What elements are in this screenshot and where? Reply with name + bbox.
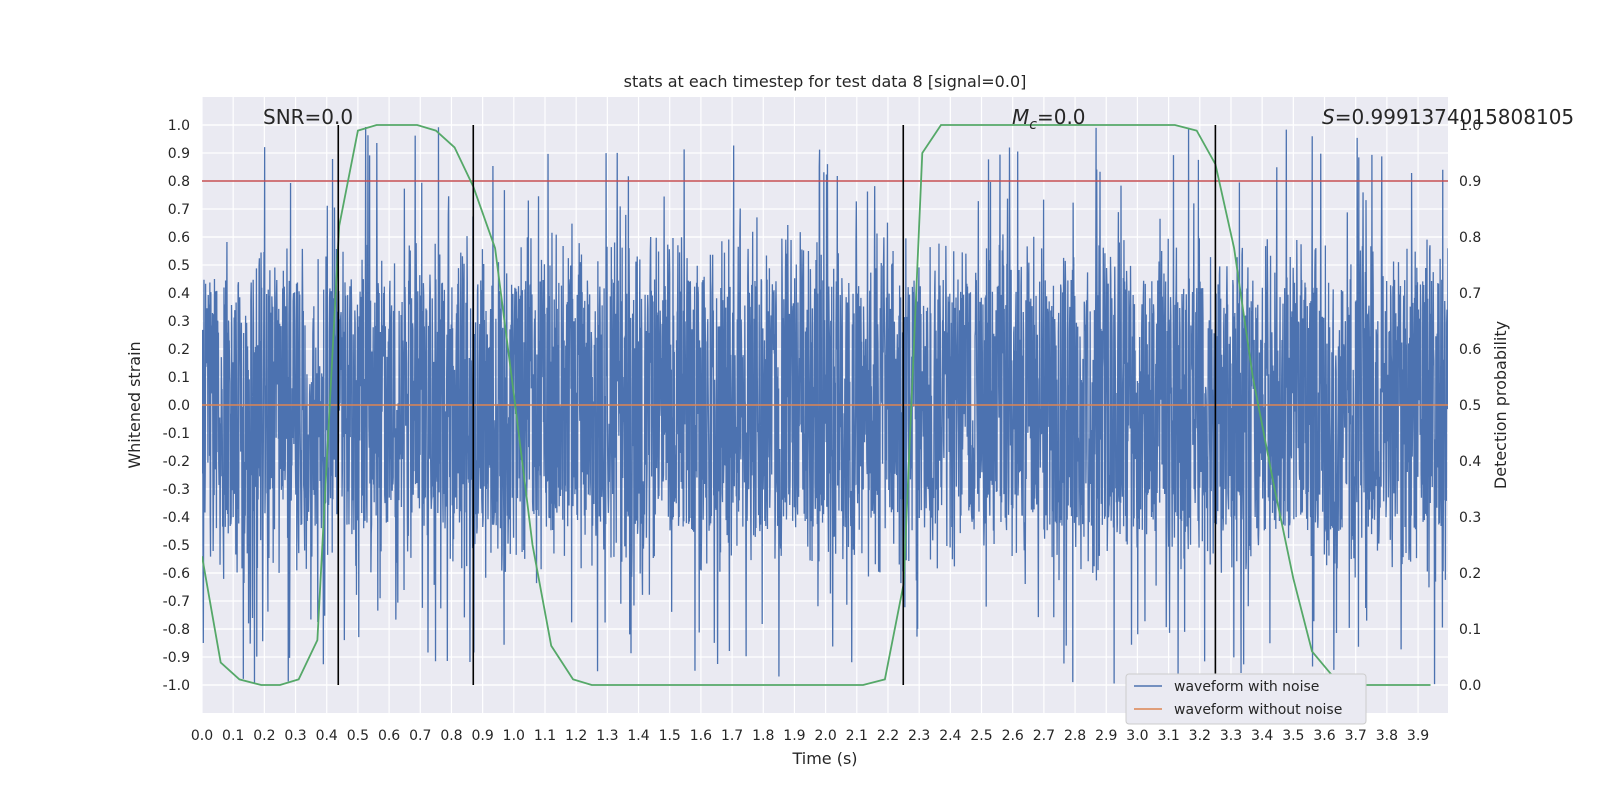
x-tick-label: 2.5 [970, 728, 992, 744]
x-tick-label: 0.3 [284, 728, 306, 744]
x-tick-label: 0.2 [253, 728, 275, 744]
y-tick-label: 0.9 [168, 146, 190, 162]
line-series [202, 124, 1448, 686]
x-tick-label: 0.6 [378, 728, 400, 744]
x-tick-label: 1.3 [596, 728, 618, 744]
x-tick-label: 3.2 [1189, 728, 1211, 744]
y-tick-label: 1.0 [168, 118, 190, 134]
y-tick-label: -0.2 [163, 454, 190, 470]
y-tick-label: 0.0 [168, 398, 190, 414]
y2-tick-label: 0.6 [1459, 342, 1481, 358]
annotation-s: S=0.9991374015808105 [1322, 105, 1574, 129]
y2-tick-label: 0.8 [1459, 230, 1481, 246]
legend: waveform with noise waveform without noi… [1125, 673, 1367, 725]
y-tick-label: 0.2 [168, 342, 190, 358]
x-tick-label: 1.9 [783, 728, 805, 744]
y-tick-label: 0.4 [168, 286, 190, 302]
y2-tick-label: 0.2 [1459, 566, 1481, 582]
y2-tick-label: 0.0 [1459, 678, 1481, 694]
y-tick-label: -1.0 [163, 678, 190, 694]
y2-tick-label: 1.0 [1459, 118, 1481, 134]
x-tick-label: 3.0 [1126, 728, 1148, 744]
y-tick-label: 0.3 [168, 314, 190, 330]
x-tick-label: 1.0 [503, 728, 525, 744]
legend-label-noise: waveform with noise [1174, 679, 1319, 695]
x-tick-label: 1.4 [627, 728, 649, 744]
y2-axis-label: Detection probability [1491, 321, 1510, 489]
y-tick-label: 0.1 [168, 370, 190, 386]
y-axis-label: Whitened strain [125, 341, 144, 468]
x-tick-label: 1.1 [534, 728, 556, 744]
x-tick-label: 2.1 [846, 728, 868, 744]
annotation-mc: Mc=0.0 [1012, 105, 1086, 133]
x-tick-label: 1.7 [721, 728, 743, 744]
x-tick-label: 0.9 [471, 728, 493, 744]
y-tick-label: -0.9 [163, 650, 190, 666]
noise-series [202, 126, 1448, 685]
y-tick-label: -0.4 [163, 510, 190, 526]
y-tick-label: -0.7 [163, 594, 190, 610]
x-tick-label: 3.5 [1282, 728, 1304, 744]
x-tick-label: 2.9 [1095, 728, 1117, 744]
legend-label-clean: waveform without noise [1174, 702, 1342, 718]
x-tick-label: 0.5 [347, 728, 369, 744]
x-tick-label: 2.3 [908, 728, 930, 744]
x-tick-label: 3.7 [1345, 728, 1367, 744]
chart-title: stats at each timestep for test data 8 [… [624, 72, 1027, 91]
y-tick-label: 0.6 [168, 230, 190, 246]
x-tick-label: 2.8 [1064, 728, 1086, 744]
y-tick-label: 0.5 [168, 258, 190, 274]
y-axis-ticks: 1.0 0.9 0.8 0.7 0.6 0.5 0.4 0.3 0.2 0.1 0.0 -0.1 -0.… [163, 118, 190, 694]
y2-tick-label: 0.5 [1459, 398, 1481, 414]
y-tick-label: -0.6 [163, 566, 190, 582]
x-tick-label: 0.4 [316, 728, 338, 744]
y2-tick-label: 0.7 [1459, 286, 1481, 302]
waveform-with-noise-line [202, 126, 1448, 685]
x-tick-label: 3.4 [1251, 728, 1273, 744]
y2-tick-label: 0.3 [1459, 510, 1481, 526]
x-tick-label: 1.8 [752, 728, 774, 744]
x-axis-ticks: 0.0 0.1 0.2 0.3 0.4 0.5 0.6 0.7 0.8 0.9 1.0 1.1 1.2 1… [191, 728, 1429, 744]
x-tick-label: 1.6 [690, 728, 712, 744]
x-tick-label: 0.0 [191, 728, 213, 744]
y-tick-label: -0.3 [163, 482, 190, 498]
x-tick-label: 0.1 [222, 728, 244, 744]
x-tick-label: 3.3 [1220, 728, 1242, 744]
y-tick-label: -0.8 [163, 622, 190, 638]
x-tick-label: 3.6 [1313, 728, 1335, 744]
y-tick-label: 0.7 [168, 202, 190, 218]
legend-box [1125, 673, 1367, 725]
y-tick-label: -0.1 [163, 426, 190, 442]
x-tick-label: 1.5 [659, 728, 681, 744]
x-axis-label: Time (s) [791, 749, 857, 768]
annotation-snr: SNR=0.0 [263, 105, 353, 129]
x-tick-label: 2.2 [877, 728, 899, 744]
x-tick-label: 2.4 [939, 728, 961, 744]
y2-tick-label: 0.1 [1459, 622, 1481, 638]
y-tick-label: -0.5 [163, 538, 190, 554]
x-tick-label: 2.7 [1033, 728, 1055, 744]
x-tick-label: 0.8 [440, 728, 462, 744]
detection-probability-line [202, 124, 1431, 686]
x-tick-label: 2.0 [814, 728, 836, 744]
x-tick-label: 3.8 [1376, 728, 1398, 744]
y2-tick-label: 0.9 [1459, 174, 1481, 190]
y2-axis-ticks: 1.0 0.9 0.8 0.7 0.6 0.5 0.4 0.3 0.2 0.1 0.0 [1459, 118, 1481, 694]
y-tick-label: 0.8 [168, 174, 190, 190]
x-tick-label: 3.1 [1157, 728, 1179, 744]
x-tick-label: 2.6 [1002, 728, 1024, 744]
x-tick-label: 3.9 [1407, 728, 1429, 744]
x-tick-label: 1.2 [565, 728, 587, 744]
y2-tick-label: 0.4 [1459, 454, 1481, 470]
x-tick-label: 0.7 [409, 728, 431, 744]
